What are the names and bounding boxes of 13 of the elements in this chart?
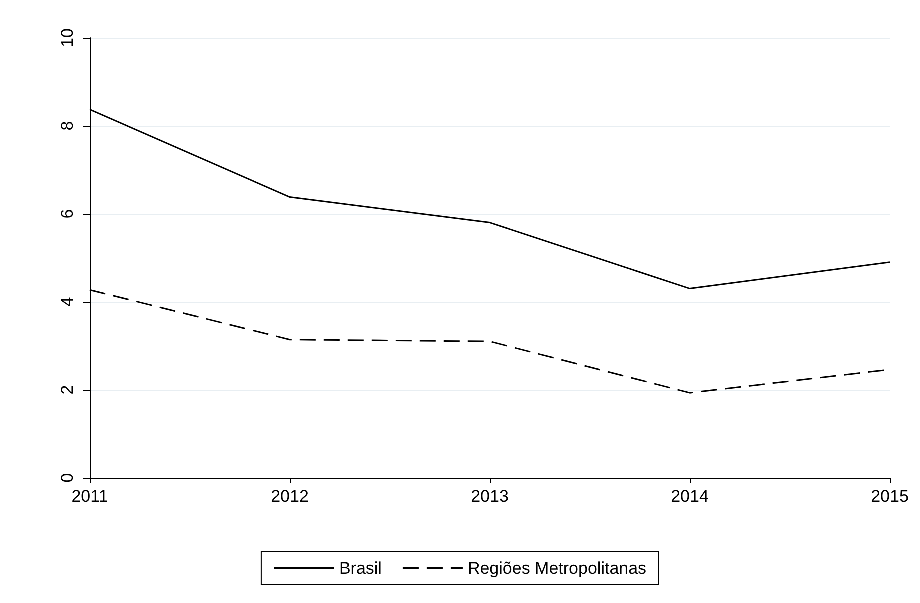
y-tick-label: 6 [58,209,77,219]
x-tick-label: 2013 [471,487,509,506]
x-tick-label: 2015 [871,487,909,506]
legend-label: Brasil [339,559,382,578]
x-tick-label: 2012 [271,487,309,506]
x-tick-label: 2011 [72,487,108,506]
y-tick-label: 0 [58,473,77,483]
y-tick-label: 4 [58,297,77,307]
x-tick-label: 2014 [671,487,709,506]
legend-label: Regiões Metropolitanas [468,559,647,578]
y-tick-label: 2 [58,385,77,395]
y-tick-label: 8 [58,121,77,131]
y-tick-label: 10 [58,28,77,48]
